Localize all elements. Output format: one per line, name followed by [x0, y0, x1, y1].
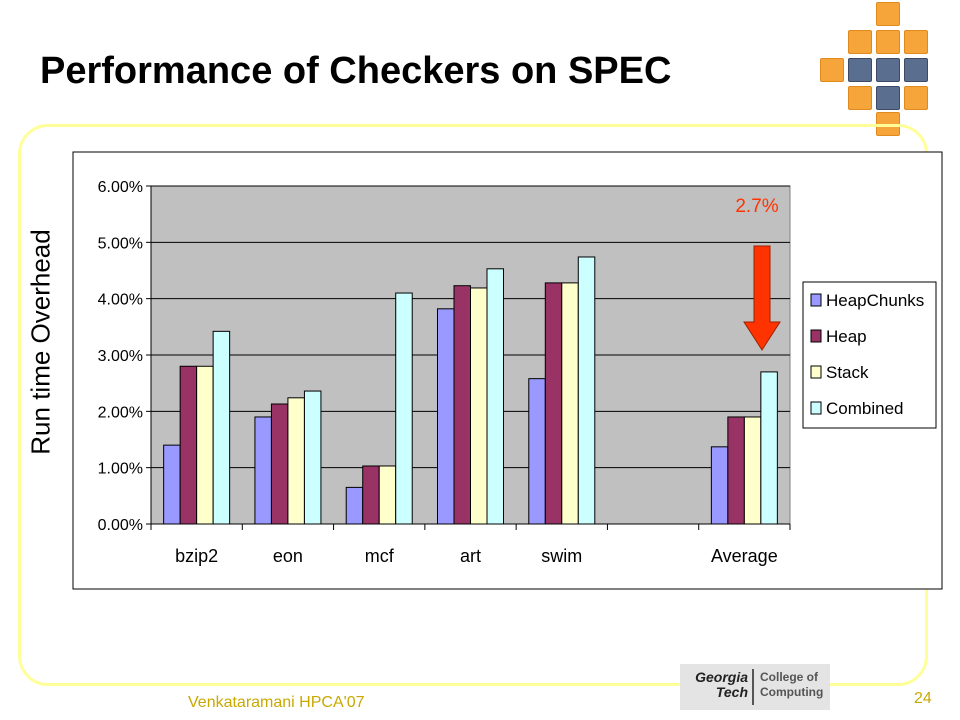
bar-swim-Stack — [561, 282, 579, 525]
bar-Average-HeapChunks — [710, 446, 729, 525]
bar-eon-HeapChunks — [254, 416, 272, 525]
bar-mcf-HeapChunks — [345, 486, 364, 525]
legend-label-Stack: Stack — [826, 363, 869, 382]
legend-swatch-Heap — [810, 329, 822, 343]
bar-swim-Heap — [544, 282, 563, 525]
legend-label-Combined: Combined — [826, 399, 904, 418]
y-tick-label: 1.00% — [98, 461, 143, 478]
bar-bzip2-HeapChunks — [163, 444, 181, 525]
legend-swatch-HeapChunks — [810, 293, 822, 307]
bar-eon-Heap — [270, 403, 289, 525]
y-tick-label: 0.00% — [98, 517, 143, 534]
georgia-tech-logo: Georgia Tech College of Computing — [680, 664, 830, 710]
y-tick-label: 4.00% — [98, 292, 143, 309]
page-number: 24 — [914, 690, 932, 707]
footer-author-venue: Venkataramani HPCA'07 — [188, 694, 365, 711]
legend — [802, 281, 937, 429]
x-tick-label: eon — [273, 546, 303, 566]
bar-mcf-Combined — [395, 292, 413, 525]
y-tick-label: 6.00% — [98, 179, 143, 196]
bar-bzip2-Combined — [212, 330, 231, 525]
legend-label-HeapChunks: HeapChunks — [826, 291, 924, 310]
bar-Average-Stack — [743, 416, 762, 525]
bar-swim-HeapChunks — [528, 378, 546, 525]
x-tick-label: swim — [541, 546, 582, 566]
bar-Average-Heap — [727, 416, 745, 525]
x-tick-label: mcf — [365, 546, 395, 566]
x-tick-label: bzip2 — [175, 546, 218, 566]
slide-title: Performance of Checkers on SPEC — [40, 50, 672, 92]
x-tick-label: Average — [711, 546, 778, 566]
y-tick-label: 3.00% — [98, 348, 143, 365]
bar-eon-Combined — [303, 390, 322, 525]
y-tick-label: 2.00% — [98, 404, 143, 421]
bar-swim-Combined — [577, 256, 596, 525]
legend-swatch-Combined — [810, 401, 822, 415]
annotation-label: 2.7% — [735, 196, 778, 217]
bar-mcf-Stack — [378, 465, 397, 525]
bar-art-HeapChunks — [437, 308, 455, 525]
annotation-arrow — [743, 245, 781, 351]
bar-eon-Stack — [287, 397, 305, 525]
bar-art-Heap — [453, 285, 471, 525]
bar-mcf-Heap — [362, 465, 380, 525]
x-tick-label: art — [460, 546, 481, 566]
bar-bzip2-Heap — [179, 365, 198, 525]
decorative-tile-mosaic — [820, 2, 932, 136]
bar-bzip2-Stack — [196, 365, 214, 525]
bar-Average-Combined — [760, 371, 778, 525]
legend-swatch-Stack — [810, 365, 822, 379]
y-tick-label: 5.00% — [98, 235, 143, 252]
bar-art-Stack — [470, 287, 488, 525]
bar-art-Combined — [486, 268, 504, 525]
legend-label-Heap: Heap — [826, 327, 867, 346]
